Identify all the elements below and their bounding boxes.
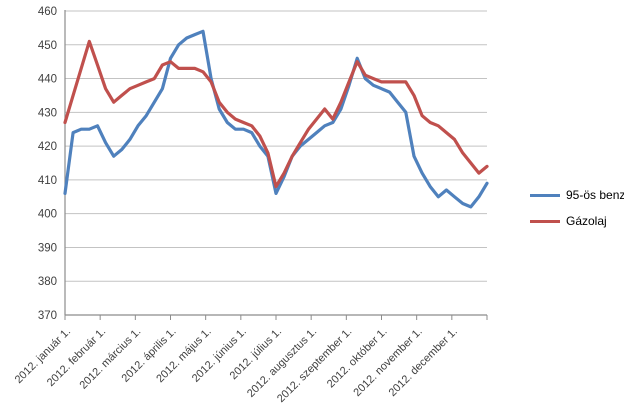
y-axis-label: 380 (38, 276, 57, 288)
y-axis-label: 450 (38, 40, 57, 52)
y-axis-label: 410 (38, 175, 57, 187)
x-axis-label: 2012. október 1. (325, 326, 390, 391)
y-axis-label: 430 (38, 107, 57, 119)
x-axis-label: 2012. március 1. (77, 326, 143, 392)
series-line-gazolaj (63, 39, 489, 189)
legend-label-benzin: 95-ös benzin (566, 188, 624, 202)
y-axis-label: 440 (38, 74, 57, 86)
benzin-line-swatch (530, 193, 560, 197)
y-axis-label: 400 (38, 209, 57, 221)
y-axis-label: 390 (38, 242, 57, 254)
legend-item-gazolaj: Gázolaj (530, 214, 624, 228)
y-axis-label: 420 (38, 141, 57, 153)
y-axis-label: 370 (38, 310, 57, 322)
series-line-benzin (63, 29, 489, 209)
legend-label-gazolaj: Gázolaj (566, 214, 607, 228)
x-axis-label: 2012. december 1. (387, 326, 460, 399)
legend-item-benzin: 95-ös benzin (530, 188, 624, 202)
gazolaj-line-swatch (530, 219, 560, 223)
y-axis-label: 460 (38, 6, 57, 18)
legend: 95-ös benzin Gázolaj (530, 188, 624, 228)
